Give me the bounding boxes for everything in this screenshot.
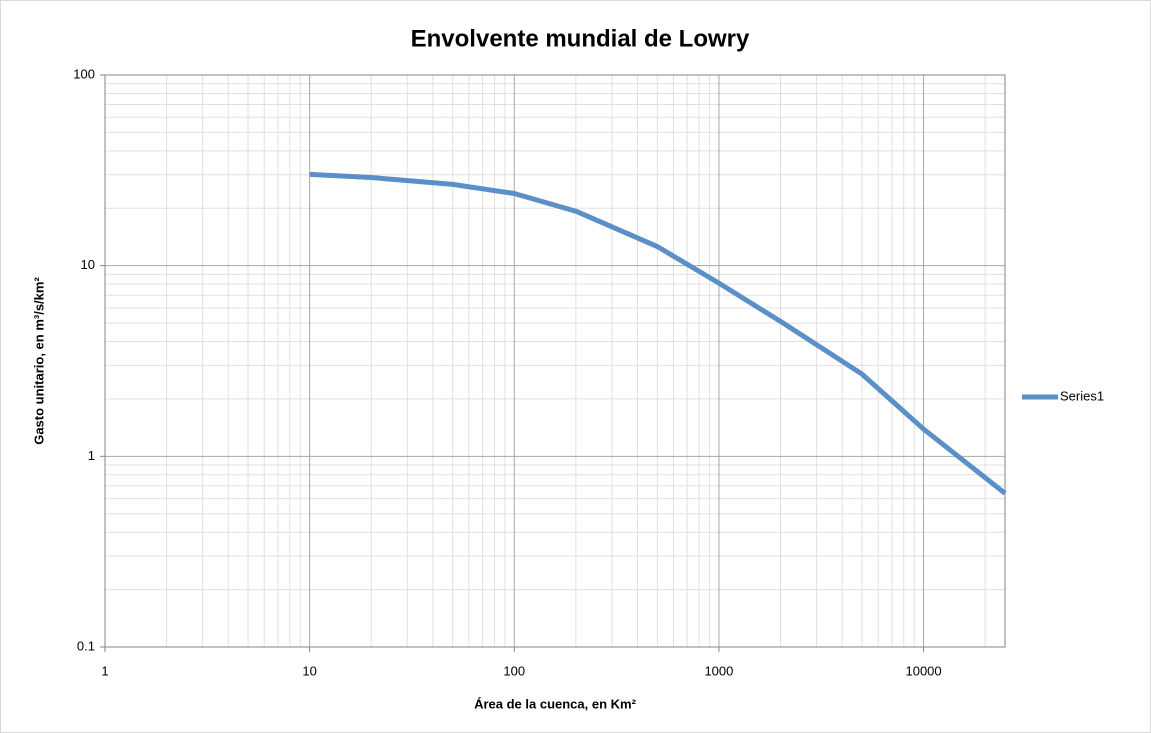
y-tick-label: 1 bbox=[88, 448, 95, 463]
plot-frame bbox=[104, 74, 1006, 648]
legend-label: Series1 bbox=[1060, 388, 1104, 403]
x-tick-label: 1000 bbox=[704, 663, 733, 678]
x-tick-label: 100 bbox=[503, 663, 525, 678]
line-series bbox=[309, 171, 1007, 496]
x-tick-label: 10000 bbox=[905, 663, 941, 678]
x-tick-label: 10 bbox=[302, 663, 316, 678]
chart-title: Envolvente mundial de Lowry bbox=[411, 25, 750, 52]
y-axis-label: Gasto unitario, en m³/s/km² bbox=[31, 277, 46, 445]
y-tick-label: 100 bbox=[73, 66, 95, 81]
y-tick-label: 10 bbox=[81, 257, 95, 272]
x-axis-label: Área de la cuenca, en Km² bbox=[474, 696, 637, 711]
y-tick-label: 0.1 bbox=[77, 638, 95, 653]
x-tick-label: 1 bbox=[101, 663, 108, 678]
